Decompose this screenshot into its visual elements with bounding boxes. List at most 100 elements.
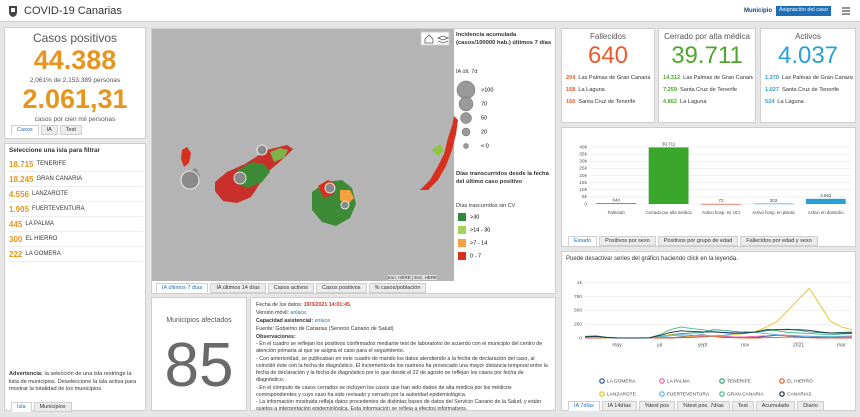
kpi-panel: Fallecidos 640 204 Las Palmas de Gran Canar… (561, 28, 655, 123)
municipalities-panel: Municipios afectados 85 (151, 297, 247, 411)
kpi-title: Cerrado por alta médica (664, 32, 750, 41)
menu-icon[interactable] (841, 6, 851, 16)
island-row[interactable]: 4.556 LANZAROTE (9, 187, 143, 202)
island-name: LA GOMERA (25, 251, 61, 257)
island-row[interactable]: 445 LA PALMA (9, 217, 143, 232)
mobile-link[interactable]: enlace. (290, 309, 308, 316)
island-count: 1.905 (9, 204, 30, 214)
notes-panel: Fecha de los datos: 19/3/2021 14:01:45. … (250, 297, 556, 411)
logo (9, 6, 17, 17)
map-tabs: IA últimos 7 días IA últimos 14 días Casos… (156, 283, 427, 293)
island-name: LA PALMA (25, 221, 54, 227)
date: 19/3/2021 14:01:45. (303, 302, 352, 308)
island-name: LANZAROTE (32, 191, 69, 197)
capacity-link[interactable]: enlace (314, 317, 331, 324)
tab[interactable]: Diario (797, 401, 824, 411)
map-panel: Esri, HERE | Esri, HERE Incidencia acumu… (151, 28, 556, 294)
kpi-row-place: Santa Cruz de Tenerife (578, 99, 636, 105)
island-count: 18.245 (9, 174, 34, 184)
bar-chart-panel: Estado Positivos por sexo Positivos por gr… (561, 127, 856, 247)
mobile-label: Versión móvil: (256, 309, 289, 316)
island-row[interactable]: 18.715 TENERIFE (9, 157, 143, 172)
warning: Advertencia: la selección de una isla re… (9, 371, 143, 394)
source: Fuente: Gobierno de Canarias (Servicio C… (256, 325, 394, 332)
map-attribution: Esri, HERE | Esri, HERE (388, 275, 438, 280)
summary-panel: Casos positivos 44.388 2,061% de 2.153.3… (4, 27, 146, 139)
kpi-row: 14.312 Las Palmas de Gran Canaria (663, 75, 753, 81)
tab[interactable]: Casos (11, 125, 39, 135)
kpi-row-count: 160 (566, 99, 576, 105)
rate-caption: casos por cien mil personas (34, 116, 116, 123)
kpi-row-place: Las Palmas de Gran Canaria (782, 75, 853, 81)
kpi-row-place: Santa Cruz de Tenerife (680, 87, 738, 93)
island-row[interactable]: 18.245 GRAN CANARIA (9, 172, 143, 187)
percent-text: 2,061% de 2.153.389 personas (29, 77, 121, 84)
islands-list: 18.715 TENERIFE 18.245 GRAN CANARIA 4.556 LAN… (9, 157, 143, 262)
tab[interactable]: Positivos por sexo (599, 236, 656, 246)
rate: 2.061,31 (22, 84, 128, 114)
kpi-title: Fallecidos (589, 32, 626, 41)
kpi-row-count: 14.312 (663, 75, 681, 81)
municipalities-title: Municipios afectados (166, 317, 232, 324)
tab[interactable]: IA últimos 14 días (210, 283, 266, 293)
obs-label: Observaciones: (256, 333, 296, 340)
island-row[interactable]: 1.905 FUERTEVENTURA (9, 202, 143, 217)
summary-title: Casos positivos (32, 31, 118, 45)
island-count: 222 (9, 249, 23, 259)
tab[interactable]: Test (59, 125, 82, 135)
tab[interactable]: IA 7días (568, 401, 600, 411)
line-chart-title: Puede desactivar series del gráfico haci… (566, 256, 738, 262)
days-title: Días transcurridos desde la fecha del úl… (456, 171, 549, 185)
tab[interactable]: Fallecidos por edad y sexo (740, 236, 818, 246)
tab[interactable]: Casos activos (267, 283, 315, 293)
tab[interactable]: Acumulado (755, 401, 796, 411)
island-row[interactable]: 300 EL HIERRO (9, 232, 143, 247)
warning-text: la selección de una isla restringe la li… (9, 371, 137, 393)
tab[interactable]: IA 14días (601, 401, 637, 411)
kpi-row-place: Las Palmas de Gran Canaria (578, 75, 651, 81)
assign-button[interactable]: Asignación del caso (776, 6, 831, 16)
kpi-value: 4.037 (777, 42, 839, 69)
map-area (152, 29, 454, 281)
municipio-label[interactable]: Municipio (744, 8, 772, 14)
kpi-row-count: 4.862 (663, 99, 677, 105)
tab[interactable]: IA últimos 7 días (156, 283, 209, 293)
bar-tabs: Estado Positivos por sexo Positivos por gr… (568, 236, 818, 246)
header-bar: COVID-19 Canarias Municipio Asignación d… (0, 0, 860, 22)
kpi-row: 524 La Laguna (765, 99, 853, 105)
kpi-row-count: 204 (566, 75, 576, 81)
kpi-row-place: Las Palmas de Gran Canaria (683, 75, 753, 81)
kpi-row-place: La Laguna (777, 99, 804, 105)
kpi-row: 4.862 La Laguna (663, 99, 753, 105)
tab[interactable]: Positivos por grupo de edad (657, 236, 739, 246)
tab[interactable]: Isla (11, 402, 32, 412)
tab[interactable]: %test pos. 7días (676, 401, 730, 411)
line-tabs: IA 7días IA 14días %test pos %test pos. 7dí… (568, 401, 824, 411)
kpi-row: 168 La Laguna (566, 87, 652, 93)
tab[interactable]: Casos positivos (316, 283, 367, 293)
island-row[interactable]: 222 LA GOMERA (9, 247, 143, 262)
kpi-value: 39.711 (671, 42, 743, 69)
size-label: IA últ. 7d (456, 69, 478, 75)
warning-label: Advertencia: (9, 371, 43, 377)
tab[interactable]: %test pos (638, 401, 675, 411)
kpi-panel: Activos 4.037 1.370 Las Palmas de Gran Cana… (760, 28, 856, 123)
island-count: 445 (9, 219, 23, 229)
island-count: 4.556 (9, 189, 30, 199)
legend-title: Incidencia acumulada (casos/100000 hab.)… (456, 32, 552, 46)
kpi-row-count: 1.027 (765, 87, 779, 93)
kpi-row-count: 168 (566, 87, 576, 93)
tab[interactable]: % casos/población (368, 283, 427, 293)
kpi-panel: Cerrado por alta médica 39.711 14.312 Las P… (658, 28, 756, 123)
paragraphs: - En el cuadro se reflejan los positivos… (256, 341, 550, 410)
tab[interactable]: IA (40, 125, 58, 135)
tab[interactable]: Estado (568, 236, 598, 246)
island-name: FUERTEVENTURA (32, 206, 85, 212)
island-count: 18.715 (9, 159, 34, 169)
tab[interactable]: Municipios (33, 402, 72, 412)
islands-panel: Seleccione una isla para filtrar 18.715 T… (4, 143, 146, 412)
paragraph: - En el cuadro se reflejan los positivos… (256, 341, 543, 355)
tab[interactable]: Test (731, 401, 754, 411)
paragraph: - En el cómputo de casos cerrados se inc… (256, 384, 512, 398)
